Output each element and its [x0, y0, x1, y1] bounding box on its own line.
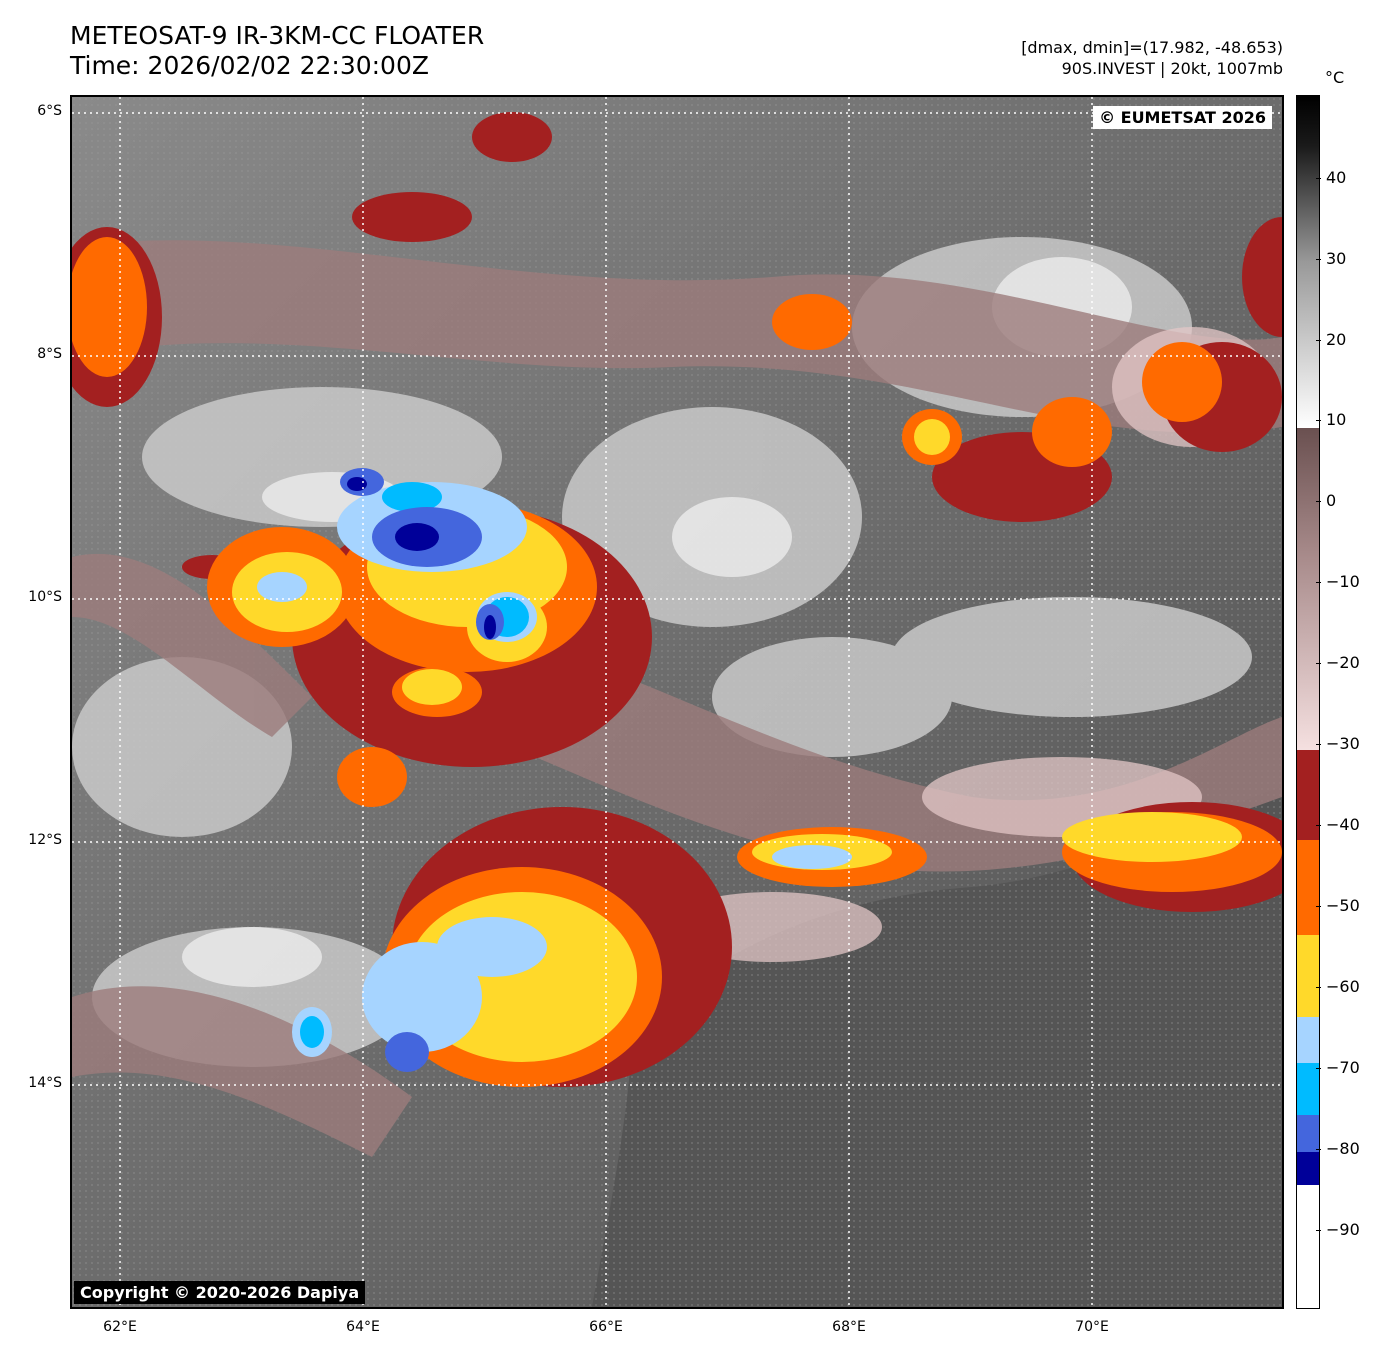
colorbar-label-minus40: −40 — [1326, 815, 1360, 834]
colorbar-tick — [1316, 663, 1321, 664]
satellite-image-map: © EUMETSAT 2026 Copyright © 2020-2026 Da… — [70, 95, 1284, 1309]
lon-label-62e: 62°E — [103, 1319, 137, 1335]
lat-label-6s: 6°S — [37, 103, 62, 119]
colorbar-label-minus20: −20 — [1326, 653, 1360, 672]
colorbar-label-minus90: −90 — [1326, 1220, 1360, 1239]
colorbar-label-minus60: −60 — [1326, 977, 1360, 996]
colorbar-tick — [1316, 987, 1321, 988]
lon-label-70e: 70°E — [1075, 1319, 1109, 1335]
colorbar-tick — [1316, 420, 1321, 421]
colorbar-label-10: 10 — [1326, 410, 1347, 429]
colorbar-label-minus30: −30 — [1326, 734, 1360, 753]
colorbar-tick — [1316, 501, 1321, 502]
colorbar-label-minus70: −70 — [1326, 1058, 1360, 1077]
data-range-info: [dmax, dmin]=(17.982, -48.653) — [1021, 38, 1283, 57]
colorbar-tick — [1316, 1230, 1321, 1231]
colorbar-tick — [1316, 1068, 1321, 1069]
colorbar-label-minus80: −80 — [1326, 1139, 1360, 1158]
colorbar-label-30: 30 — [1326, 249, 1347, 268]
colorbar-label-minus10: −10 — [1326, 572, 1360, 591]
colorbar-tick — [1316, 259, 1321, 260]
lat-label-12s: 12°S — [28, 832, 62, 848]
colorbar-unit: °C — [1325, 68, 1345, 87]
lat-label-8s: 8°S — [37, 346, 62, 362]
timestamp-title: Time: 2026/02/02 22:30:00Z — [70, 51, 429, 80]
storm-info: 90S.INVEST | 20kt, 1007mb — [1061, 59, 1283, 78]
colorbar-label-40: 40 — [1326, 168, 1347, 187]
colorbar-label-minus50: −50 — [1326, 896, 1360, 915]
colorbar-tick — [1316, 906, 1321, 907]
colorbar-tick — [1316, 340, 1321, 341]
colorbar-tick — [1316, 582, 1321, 583]
lon-label-66e: 66°E — [589, 1319, 623, 1335]
colorbar-label-20: 20 — [1326, 330, 1347, 349]
satellite-imagery — [72, 97, 1282, 1307]
lat-label-10s: 10°S — [28, 589, 62, 605]
colorbar-tick — [1316, 1149, 1321, 1150]
dapiya-copyright: Copyright © 2020-2026 Dapiya — [74, 1281, 366, 1304]
lon-label-64e: 64°E — [346, 1319, 380, 1335]
lon-label-68e: 68°E — [832, 1319, 866, 1335]
colorbar-tick — [1316, 178, 1321, 179]
product-title: METEOSAT-9 IR-3KM-CC FLOATER — [70, 21, 485, 50]
colorbar-label-0: 0 — [1326, 491, 1337, 510]
temperature-colorbar — [1296, 95, 1320, 1309]
lat-label-14s: 14°S — [28, 1075, 62, 1091]
colorbar-tick — [1316, 825, 1321, 826]
colorbar-tick — [1316, 744, 1321, 745]
eumetsat-copyright: © EUMETSAT 2026 — [1093, 106, 1272, 129]
